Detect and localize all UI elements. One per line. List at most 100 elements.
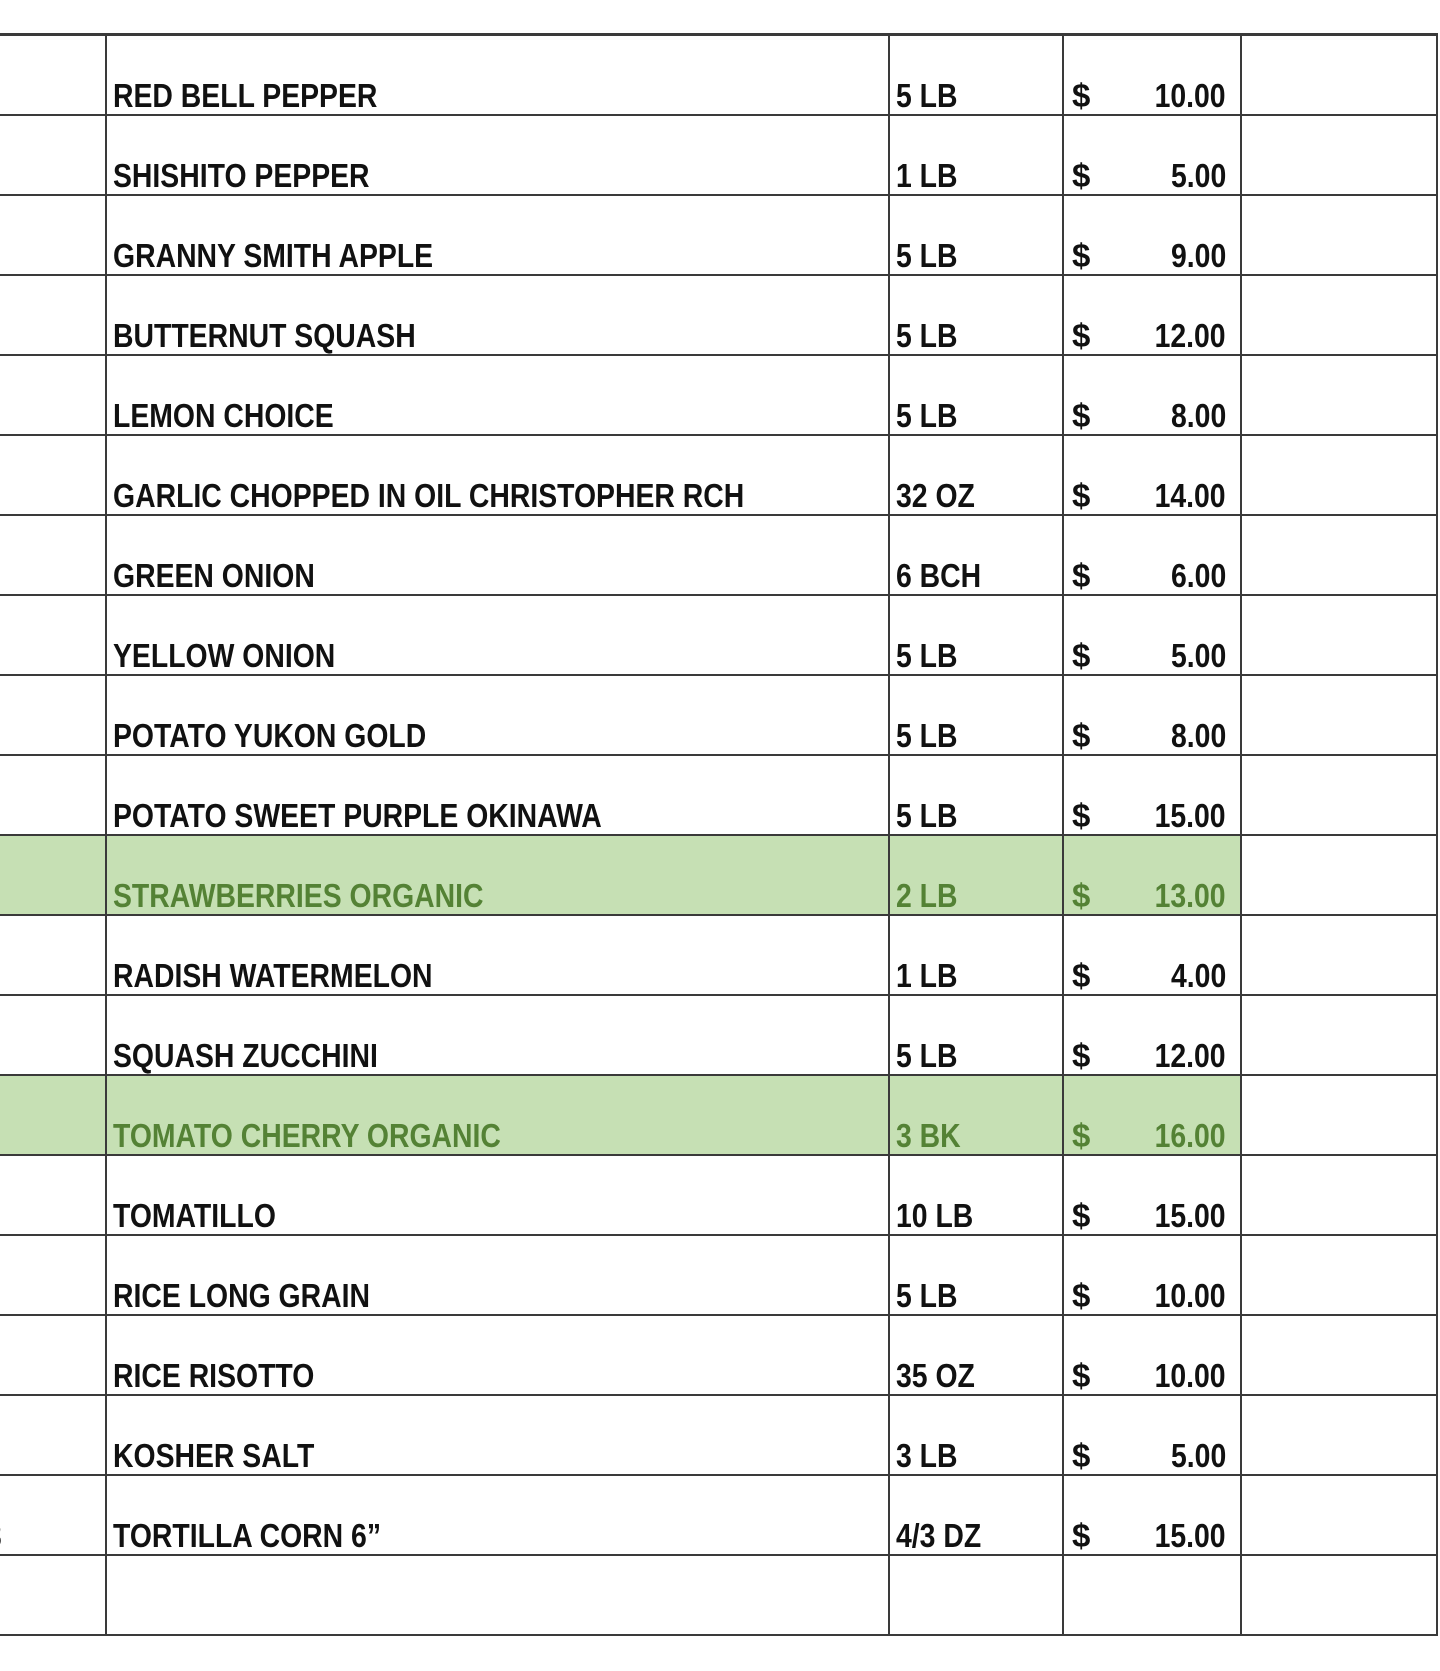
notes-cell[interactable]: [1242, 1316, 1438, 1394]
qty-cell[interactable]: 3 LB: [890, 1396, 1064, 1474]
notes-cell[interactable]: [1242, 996, 1438, 1074]
index-cell[interactable]: [0, 1396, 107, 1474]
index-cell[interactable]: [0, 996, 107, 1074]
index-cell[interactable]: 3: [0, 1476, 107, 1554]
item-cell[interactable]: RICE RISOTTO: [107, 1316, 890, 1394]
notes-cell[interactable]: [1242, 1236, 1438, 1314]
notes-cell[interactable]: [1242, 116, 1438, 194]
item-cell[interactable]: TOMATO CHERRY ORGANIC: [107, 1076, 890, 1154]
qty-cell[interactable]: 5 LB: [890, 1236, 1064, 1314]
price-cell[interactable]: $10.00: [1064, 1236, 1242, 1314]
notes-cell[interactable]: [1242, 36, 1438, 114]
price-cell[interactable]: $14.00: [1064, 436, 1242, 514]
price-cell[interactable]: $10.00: [1064, 1316, 1242, 1394]
index-cell[interactable]: [0, 1316, 107, 1394]
notes-cell[interactable]: [1242, 516, 1438, 594]
price-cell[interactable]: $16.00: [1064, 1076, 1242, 1154]
notes-cell[interactable]: [1242, 356, 1438, 434]
item-cell[interactable]: GRANNY SMITH APPLE: [107, 196, 890, 274]
qty-cell[interactable]: 5 LB: [890, 996, 1064, 1074]
price-cell[interactable]: $10.00: [1064, 36, 1242, 114]
price-cell[interactable]: $12.00: [1064, 276, 1242, 354]
qty-cell[interactable]: 1 LB: [890, 116, 1064, 194]
notes-cell[interactable]: [1242, 596, 1438, 674]
index-cell[interactable]: [0, 1556, 107, 1634]
price-cell[interactable]: $5.00: [1064, 116, 1242, 194]
item-cell[interactable]: RED BELL PEPPER: [107, 36, 890, 114]
price-cell[interactable]: $9.00: [1064, 196, 1242, 274]
item-cell[interactable]: SQUASH ZUCCHINI: [107, 996, 890, 1074]
item-cell[interactable]: STRAWBERRIES ORGANIC: [107, 836, 890, 914]
notes-cell[interactable]: [1242, 196, 1438, 274]
index-cell[interactable]: [0, 596, 107, 674]
qty-cell[interactable]: 5 LB: [890, 196, 1064, 274]
item-cell[interactable]: GARLIC CHOPPED IN OIL CHRISTOPHER RCH: [107, 436, 890, 514]
index-cell[interactable]: [0, 676, 107, 754]
qty-cell[interactable]: 3 BK: [890, 1076, 1064, 1154]
item-cell[interactable]: RICE LONG GRAIN: [107, 1236, 890, 1314]
qty-cell[interactable]: [890, 1556, 1064, 1634]
item-cell[interactable]: POTATO YUKON GOLD: [107, 676, 890, 754]
index-cell[interactable]: [0, 836, 107, 914]
index-cell[interactable]: [0, 356, 107, 434]
index-cell[interactable]: [0, 1156, 107, 1234]
qty-cell[interactable]: 4/3 DZ: [890, 1476, 1064, 1554]
price-cell[interactable]: $6.00: [1064, 516, 1242, 594]
qty-cell[interactable]: 2 LB: [890, 836, 1064, 914]
price-cell[interactable]: $13.00: [1064, 836, 1242, 914]
notes-cell[interactable]: [1242, 676, 1438, 754]
price-cell[interactable]: $15.00: [1064, 1476, 1242, 1554]
index-cell[interactable]: [0, 36, 107, 114]
item-cell[interactable]: POTATO SWEET PURPLE OKINAWA: [107, 756, 890, 834]
notes-cell[interactable]: [1242, 836, 1438, 914]
price-cell[interactable]: $15.00: [1064, 1156, 1242, 1234]
qty-cell[interactable]: 5 LB: [890, 36, 1064, 114]
qty-cell[interactable]: 35 OZ: [890, 1316, 1064, 1394]
item-cell[interactable]: TOMATILLO: [107, 1156, 890, 1234]
price-cell[interactable]: [1064, 1556, 1242, 1634]
notes-cell[interactable]: [1242, 916, 1438, 994]
notes-cell[interactable]: [1242, 1476, 1438, 1554]
item-cell[interactable]: RADISH WATERMELON: [107, 916, 890, 994]
price-cell[interactable]: $12.00: [1064, 996, 1242, 1074]
qty-cell[interactable]: 10 LB: [890, 1156, 1064, 1234]
item-cell[interactable]: [107, 1556, 890, 1634]
notes-cell[interactable]: [1242, 1076, 1438, 1154]
index-cell[interactable]: [0, 916, 107, 994]
index-cell[interactable]: [0, 516, 107, 594]
index-cell[interactable]: [0, 436, 107, 514]
qty-cell[interactable]: 5 LB: [890, 596, 1064, 674]
price-cell[interactable]: $5.00: [1064, 596, 1242, 674]
item-cell[interactable]: BUTTERNUT SQUASH: [107, 276, 890, 354]
qty-cell[interactable]: 5 LB: [890, 676, 1064, 754]
qty-cell[interactable]: 1 LB: [890, 916, 1064, 994]
notes-cell[interactable]: [1242, 436, 1438, 514]
price-cell[interactable]: $8.00: [1064, 676, 1242, 754]
item-cell[interactable]: LEMON CHOICE: [107, 356, 890, 434]
notes-cell[interactable]: [1242, 1396, 1438, 1474]
index-cell[interactable]: [0, 1236, 107, 1314]
index-cell[interactable]: [0, 756, 107, 834]
price-cell[interactable]: $4.00: [1064, 916, 1242, 994]
item-cell[interactable]: TORTILLA CORN 6”: [107, 1476, 890, 1554]
index-cell[interactable]: [0, 196, 107, 274]
qty-cell[interactable]: 5 LB: [890, 756, 1064, 834]
notes-cell[interactable]: [1242, 1556, 1438, 1634]
item-cell[interactable]: YELLOW ONION: [107, 596, 890, 674]
index-cell[interactable]: [0, 1076, 107, 1154]
qty-cell[interactable]: 5 LB: [890, 356, 1064, 434]
qty-cell[interactable]: 5 LB: [890, 276, 1064, 354]
index-cell[interactable]: [0, 276, 107, 354]
notes-cell[interactable]: [1242, 756, 1438, 834]
item-cell[interactable]: SHISHITO PEPPER: [107, 116, 890, 194]
index-cell[interactable]: [0, 116, 107, 194]
price-cell[interactable]: $8.00: [1064, 356, 1242, 434]
notes-cell[interactable]: [1242, 1156, 1438, 1234]
qty-cell[interactable]: 32 OZ: [890, 436, 1064, 514]
qty-cell[interactable]: 6 BCH: [890, 516, 1064, 594]
price-cell[interactable]: $15.00: [1064, 756, 1242, 834]
notes-cell[interactable]: [1242, 276, 1438, 354]
item-cell[interactable]: KOSHER SALT: [107, 1396, 890, 1474]
item-cell[interactable]: GREEN ONION: [107, 516, 890, 594]
price-cell[interactable]: $5.00: [1064, 1396, 1242, 1474]
